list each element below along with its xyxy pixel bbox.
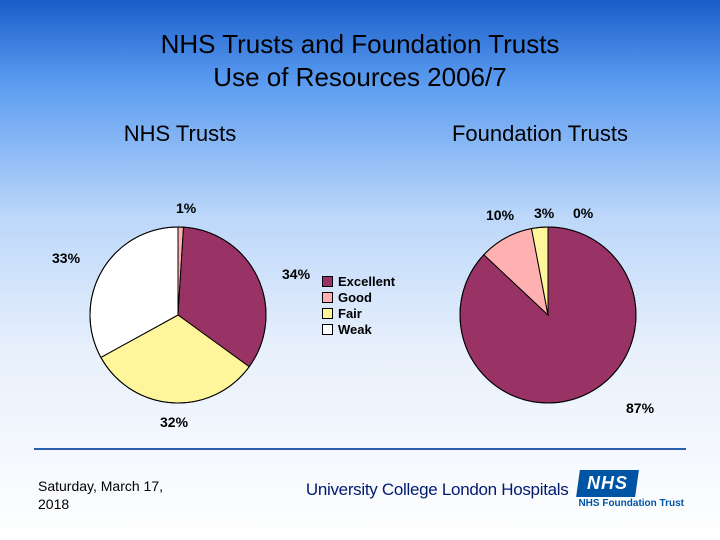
subtitles-row: NHS Trusts Foundation Trusts [0,121,720,147]
title-line-1: NHS Trusts and Foundation Trusts [0,28,720,61]
footer-rule [34,448,686,450]
legend-swatch [322,308,333,319]
pie-chart-nhs-trusts [88,225,268,410]
legend-swatch [322,276,333,287]
nhs-sub: NHS Foundation Trust [578,498,684,509]
legend-label: Excellent [338,274,395,289]
legend-label: Good [338,290,372,305]
title-line-2: Use of Resources 2006/7 [0,61,720,94]
uclh-text: University College London Hospitals [306,480,569,500]
legend: ExcellentGoodFairWeak [322,274,395,338]
legend-item: Good [322,290,395,305]
legend-swatch [322,292,333,303]
pie-pct-label: 33% [52,250,80,266]
legend-swatch [322,324,333,335]
nhs-box: NHS [577,470,640,497]
legend-item: Fair [322,306,395,321]
pie-pct-label: 1% [176,200,196,216]
legend-label: Fair [338,306,362,321]
subtitle-left: NHS Trusts [0,121,360,147]
legend-item: Excellent [322,274,395,289]
pie-pct-label: 3% [534,205,554,221]
legend-label: Weak [338,322,372,337]
footer-logos: University College London Hospitals NHS … [306,470,684,509]
legend-item: Weak [322,322,395,337]
nhs-badge: NHS NHS Foundation Trust [578,470,684,509]
pie-pct-label: 34% [282,266,310,282]
pie-chart-foundation-trusts [458,225,638,410]
pie-pct-label: 0% [573,205,593,221]
pie-pct-label: 87% [626,400,654,416]
main-title: NHS Trusts and Foundation Trusts Use of … [0,0,720,93]
footer-date: Saturday, March 17, 2018 [38,478,198,513]
pie-pct-label: 10% [486,207,514,223]
pie-pct-label: 32% [160,414,188,430]
subtitle-right: Foundation Trusts [360,121,720,147]
